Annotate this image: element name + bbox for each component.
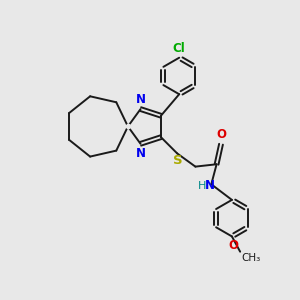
Text: N: N [136, 147, 146, 160]
Text: CH₃: CH₃ [242, 253, 261, 263]
Text: N: N [205, 179, 215, 192]
Text: Cl: Cl [173, 42, 186, 55]
Text: O: O [228, 239, 238, 252]
Text: H: H [198, 181, 206, 191]
Text: S: S [173, 154, 182, 167]
Text: O: O [217, 128, 226, 141]
Text: N: N [136, 92, 146, 106]
